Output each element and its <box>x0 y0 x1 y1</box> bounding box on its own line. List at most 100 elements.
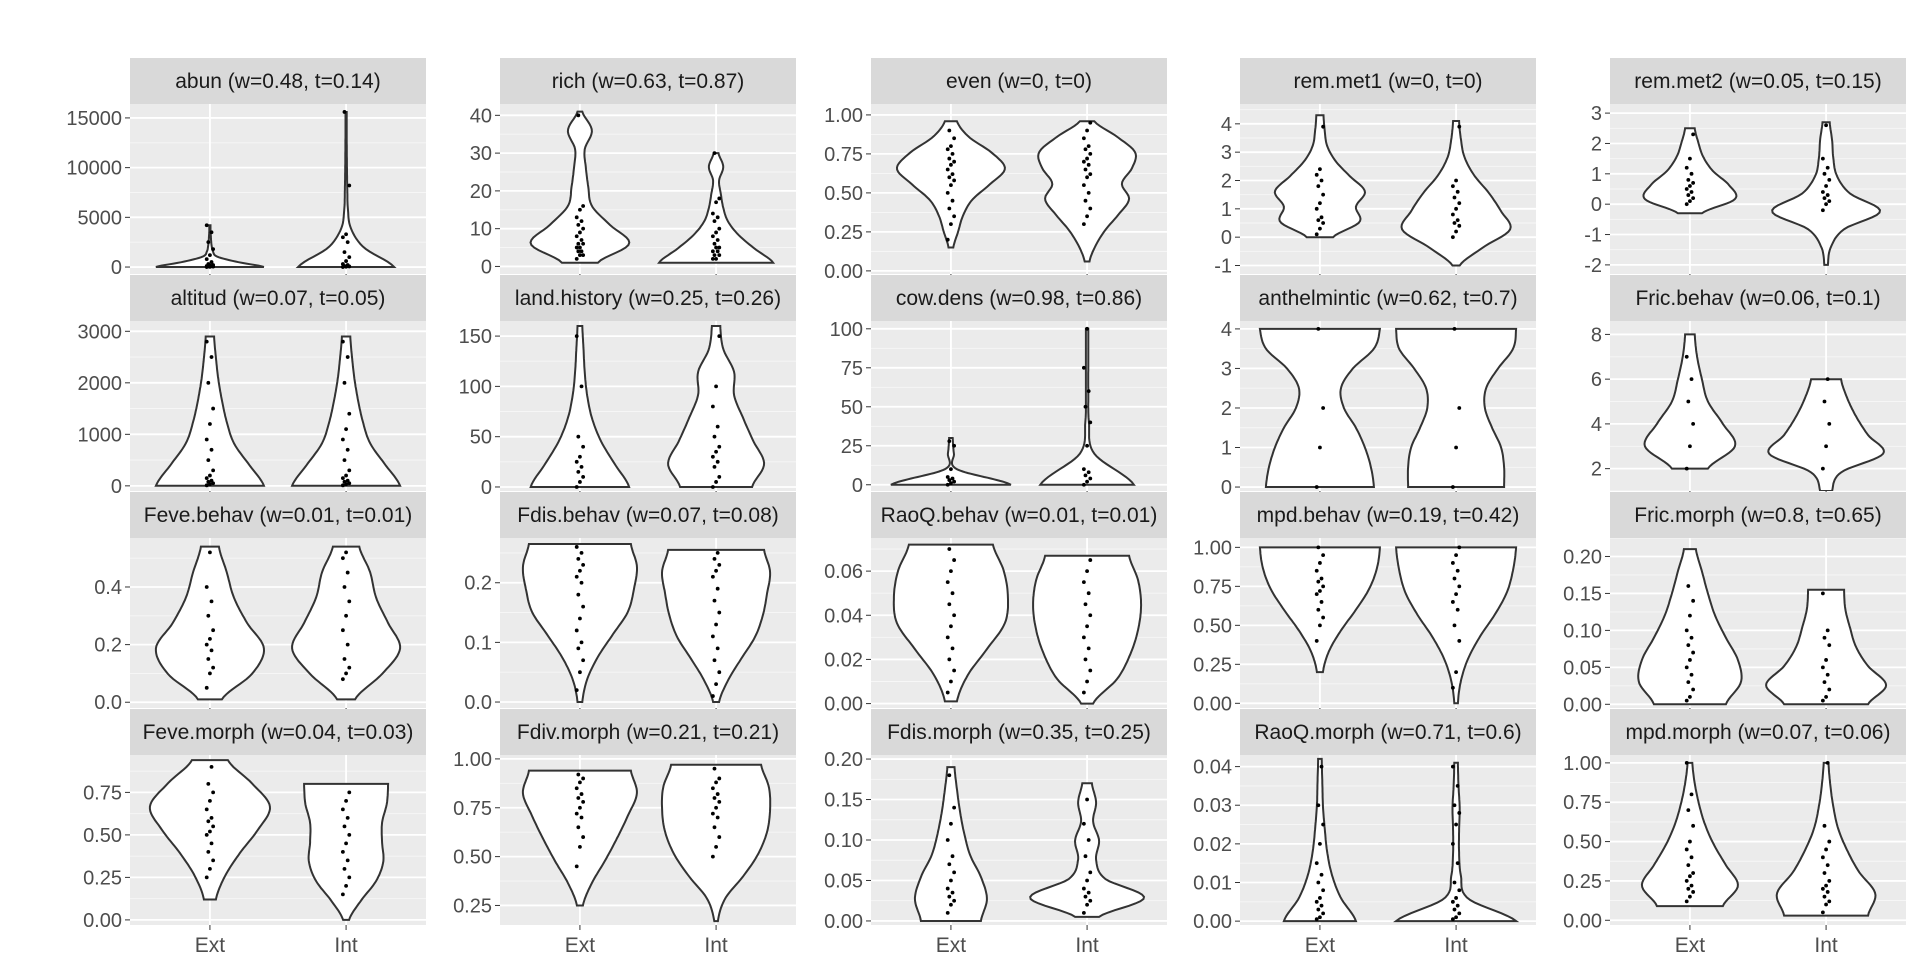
data-point <box>204 833 209 837</box>
data-point <box>1691 823 1696 828</box>
data-point <box>574 234 579 239</box>
y-tick-label: 0.00 <box>1563 694 1602 716</box>
violin-ext <box>1637 548 1743 706</box>
data-point <box>715 424 720 429</box>
data-point <box>1454 915 1458 920</box>
y-tick-label: 0.0 <box>94 692 122 714</box>
data-point <box>1314 232 1319 237</box>
data-point <box>211 263 216 267</box>
data-point <box>1314 485 1319 489</box>
data-point <box>1321 615 1326 620</box>
data-point <box>712 253 717 258</box>
data-point <box>345 478 350 483</box>
data-point <box>1450 600 1455 604</box>
data-point <box>1825 377 1830 382</box>
data-point <box>1321 406 1326 410</box>
data-point <box>344 232 348 237</box>
data-point <box>347 468 352 473</box>
data-point <box>1822 635 1827 640</box>
facet-strip-label: Fdiv.morph (w=0.21, t=0.21) <box>517 721 779 744</box>
facet-panel: rem.met1 (w=0, t=0)-101234ExtInt <box>1214 58 1536 306</box>
data-point <box>952 613 957 618</box>
violin-int <box>1775 761 1877 917</box>
data-point <box>581 475 586 479</box>
y-tick-label: 0.50 <box>453 847 492 869</box>
data-point <box>715 586 720 591</box>
data-point <box>1689 171 1694 176</box>
data-point <box>710 574 715 579</box>
data-point <box>342 479 347 484</box>
data-point <box>1318 226 1322 231</box>
facet-strip <box>871 709 1167 755</box>
data-point <box>710 454 715 459</box>
data-point <box>715 792 720 796</box>
y-tick-label: 0.10 <box>1563 620 1602 642</box>
data-point <box>1088 172 1093 177</box>
facet-panel: RaoQ.morph (w=0.71, t=0.6) 0.00 0.01 0.02 0.… <box>1193 709 1536 957</box>
data-point <box>345 263 350 267</box>
data-point <box>1822 871 1827 875</box>
data-point <box>1316 184 1321 189</box>
data-point <box>342 380 347 385</box>
data-point <box>574 628 579 633</box>
data-point <box>715 215 720 220</box>
facet-strip-label: land.history (w=0.25, t=0.26) <box>515 287 781 310</box>
data-point <box>1827 687 1832 692</box>
data-point <box>1450 212 1455 217</box>
data-point <box>1318 915 1322 920</box>
data-point <box>952 898 957 903</box>
data-point <box>1085 326 1089 331</box>
x-tick-label: Int <box>1814 934 1838 957</box>
data-point <box>1454 206 1458 211</box>
facet-strip-label: cow.dens (w=0.98, t=0.86) <box>896 287 1142 310</box>
data-point <box>715 815 720 820</box>
data-point <box>1086 646 1091 651</box>
x-tick-label: Ext <box>1675 934 1706 957</box>
data-point <box>1689 855 1694 860</box>
data-point <box>1820 208 1825 213</box>
violin-int <box>1771 121 1882 266</box>
facet-panel: land.history (w=0.25, t=0.26)050100150Ex… <box>459 275 796 523</box>
facet-strip-label: mpd.behav (w=0.19, t=0.42) <box>1257 504 1520 527</box>
data-point <box>1824 883 1828 888</box>
data-point <box>1083 854 1088 859</box>
data-point <box>342 250 347 255</box>
data-point <box>1321 822 1326 827</box>
data-point <box>1083 147 1088 152</box>
data-point <box>578 616 582 621</box>
x-tick-label: Ext <box>1305 934 1336 957</box>
data-point <box>945 886 950 891</box>
y-tick-label: 0.75 <box>824 144 863 166</box>
data-point <box>714 780 718 785</box>
data-point <box>1316 218 1321 223</box>
data-point <box>947 206 952 211</box>
y-tick-label: 0.25 <box>1193 654 1232 676</box>
y-tick-label: 1.00 <box>1193 537 1232 559</box>
data-point <box>1454 178 1458 183</box>
data-point <box>952 136 957 141</box>
data-point <box>947 439 952 443</box>
data-point <box>1457 124 1462 129</box>
y-tick-label: 0 <box>481 477 492 499</box>
data-point <box>950 890 955 895</box>
data-point <box>1452 327 1457 331</box>
data-point <box>1827 879 1832 883</box>
facet-strip <box>130 58 426 104</box>
data-point <box>1450 485 1455 489</box>
facet-strip-label: Fdis.morph (w=0.35, t=0.25) <box>887 721 1151 744</box>
data-point <box>1820 156 1825 161</box>
data-point <box>1454 229 1458 234</box>
y-tick-label: 6 <box>1591 369 1602 391</box>
data-point <box>211 406 216 411</box>
data-point <box>945 167 950 172</box>
panel-background <box>1240 755 1536 925</box>
violin-ext <box>154 335 266 487</box>
data-point <box>1314 861 1319 866</box>
data-point <box>579 640 584 645</box>
y-tick-label: 0 <box>1221 477 1232 499</box>
y-tick-label: 1000 <box>78 424 123 446</box>
data-point <box>1689 190 1694 194</box>
data-point <box>204 257 209 261</box>
data-point <box>576 592 581 597</box>
